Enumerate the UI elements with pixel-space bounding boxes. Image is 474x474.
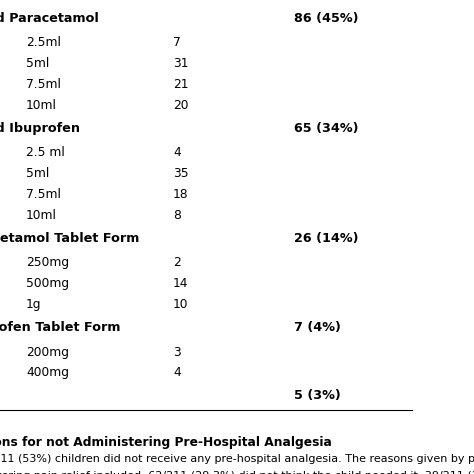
Text: 7 (4%): 7 (4%) (294, 321, 341, 334)
Text: 35: 35 (173, 167, 189, 180)
Text: ether 211 (53%) children did not receive any pre-hospital analgesia. The reasons: ether 211 (53%) children did not receive… (0, 454, 474, 464)
Text: 18: 18 (173, 188, 189, 201)
Text: Paracetamol Tablet Form: Paracetamol Tablet Form (0, 232, 139, 245)
Text: 5ml: 5ml (26, 167, 49, 180)
Text: Liquid Ibuprofen: Liquid Ibuprofen (0, 122, 80, 135)
Text: 8: 8 (173, 209, 181, 222)
Text: 4: 4 (173, 146, 181, 159)
Text: dministering pain relief included: 62/211 (29.3%) did not think the child needed: dministering pain relief included: 62/21… (0, 471, 474, 474)
Text: 5ml: 5ml (26, 57, 49, 70)
Text: 2.5ml: 2.5ml (26, 36, 61, 49)
Text: 400mg: 400mg (26, 366, 69, 379)
Text: 10: 10 (173, 298, 189, 311)
Text: Ibuprofen Tablet Form: Ibuprofen Tablet Form (0, 321, 120, 334)
Text: 86 (45%): 86 (45%) (294, 12, 358, 25)
Text: 10ml: 10ml (26, 209, 57, 222)
Text: 1g: 1g (26, 298, 42, 311)
Text: 7.5ml: 7.5ml (26, 78, 61, 91)
Text: Reasons for not Administering Pre-Hospital Analgesia: Reasons for not Administering Pre-Hospit… (0, 436, 332, 449)
Text: 250mg: 250mg (26, 256, 69, 269)
Text: 2.5 ml: 2.5 ml (26, 146, 65, 159)
Text: 21: 21 (173, 78, 189, 91)
Text: 7.5ml: 7.5ml (26, 188, 61, 201)
Text: Liquid Paracetamol: Liquid Paracetamol (0, 12, 99, 25)
Text: 31: 31 (173, 57, 189, 70)
Text: 200mg: 200mg (26, 346, 69, 358)
Text: 500mg: 500mg (26, 277, 69, 290)
Text: 20: 20 (173, 99, 189, 112)
Text: 10ml: 10ml (26, 99, 57, 112)
Text: 7: 7 (173, 36, 181, 49)
Text: 3: 3 (173, 346, 181, 358)
Text: 65 (34%): 65 (34%) (294, 122, 358, 135)
Text: 2: 2 (173, 256, 181, 269)
Text: 5 (3%): 5 (3%) (294, 389, 341, 402)
Text: 26 (14%): 26 (14%) (294, 232, 358, 245)
Text: 14: 14 (173, 277, 189, 290)
Text: 4: 4 (173, 366, 181, 379)
